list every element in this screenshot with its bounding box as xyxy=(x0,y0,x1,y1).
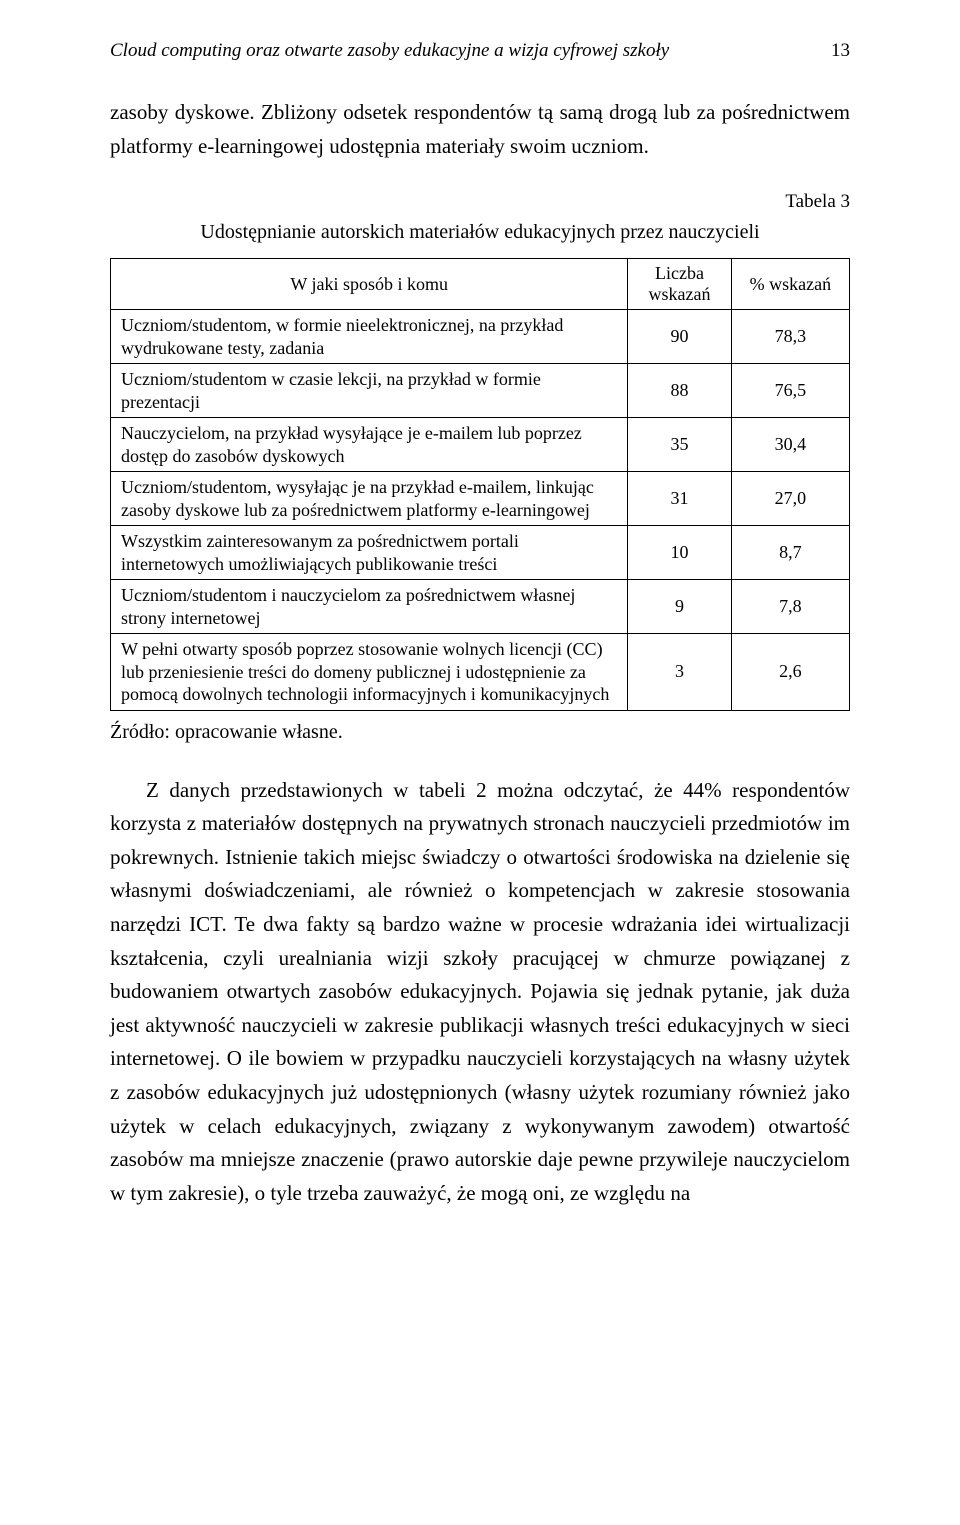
table-row: Uczniom/studentom, wysyłając je na przyk… xyxy=(111,472,850,526)
table-label: Tabela 3 xyxy=(110,191,850,213)
cell-count: 10 xyxy=(628,526,731,580)
col-header-2: % wskazań xyxy=(731,259,849,310)
table-row: Uczniom/studentom w czasie lekcji, na pr… xyxy=(111,364,850,418)
paragraph-1: zasoby dyskowe. Zbliżony odsetek respond… xyxy=(110,96,850,163)
page-number: 13 xyxy=(831,40,850,62)
table-caption: Udostępnianie autorskich materiałów eduk… xyxy=(110,221,850,244)
col-header-0: W jaki sposób i komu xyxy=(111,259,628,310)
cell-label: W pełni otwarty sposób poprzez stosowani… xyxy=(111,634,628,711)
running-title: Cloud computing oraz otwarte zasoby eduk… xyxy=(110,40,669,62)
table-row: Nauczycielom, na przykład wysyłające je … xyxy=(111,418,850,472)
cell-label: Uczniom/studentom, wysyłając je na przyk… xyxy=(111,472,628,526)
paragraph-2: Z danych przedstawionych w tabeli 2 możn… xyxy=(110,774,850,1211)
table-body: Uczniom/studentom, w formie nieelektroni… xyxy=(111,310,850,711)
cell-count: 88 xyxy=(628,364,731,418)
page: Cloud computing oraz otwarte zasoby eduk… xyxy=(0,0,960,1250)
cell-label: Uczniom/studentom w czasie lekcji, na pr… xyxy=(111,364,628,418)
cell-pct: 2,6 xyxy=(731,634,849,711)
cell-pct: 78,3 xyxy=(731,310,849,364)
cell-label: Wszystkim zainteresowanym za pośrednictw… xyxy=(111,526,628,580)
cell-pct: 30,4 xyxy=(731,418,849,472)
table-row: Uczniom/studentom, w formie nieelektroni… xyxy=(111,310,850,364)
table-row: Wszystkim zainteresowanym za pośrednictw… xyxy=(111,526,850,580)
cell-count: 3 xyxy=(628,634,731,711)
table-row: W pełni otwarty sposób poprzez stosowani… xyxy=(111,634,850,711)
table-header-row: W jaki sposób i komu Liczba wskazań % ws… xyxy=(111,259,850,310)
cell-label: Uczniom/studentom i nauczycielom za pośr… xyxy=(111,580,628,634)
cell-label: Nauczycielom, na przykład wysyłające je … xyxy=(111,418,628,472)
table-row: Uczniom/studentom i nauczycielom za pośr… xyxy=(111,580,850,634)
cell-count: 90 xyxy=(628,310,731,364)
cell-pct: 7,8 xyxy=(731,580,849,634)
cell-count: 9 xyxy=(628,580,731,634)
cell-count: 31 xyxy=(628,472,731,526)
running-head: Cloud computing oraz otwarte zasoby eduk… xyxy=(110,40,850,62)
cell-pct: 8,7 xyxy=(731,526,849,580)
col-header-1: Liczba wskazań xyxy=(628,259,731,310)
cell-pct: 27,0 xyxy=(731,472,849,526)
cell-label: Uczniom/studentom, w formie nieelektroni… xyxy=(111,310,628,364)
data-table: W jaki sposób i komu Liczba wskazań % ws… xyxy=(110,258,850,711)
cell-count: 35 xyxy=(628,418,731,472)
table-source: Źródło: opracowanie własne. xyxy=(110,721,850,744)
cell-pct: 76,5 xyxy=(731,364,849,418)
